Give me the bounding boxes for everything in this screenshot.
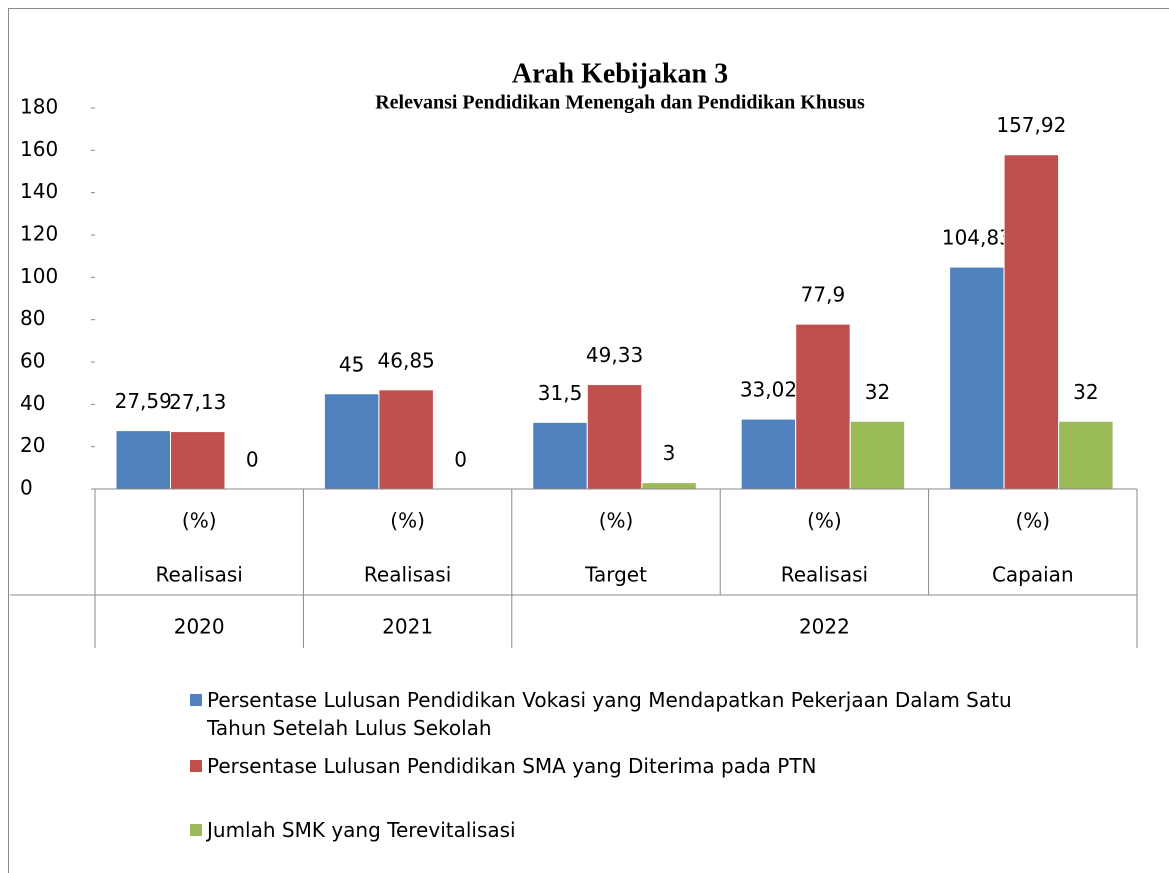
bar bbox=[1003, 154, 1060, 490]
data-label: 157,92 bbox=[996, 113, 1066, 137]
data-label: 45 bbox=[339, 352, 364, 376]
data-label: 49,33 bbox=[586, 343, 643, 367]
y-tick-label: 160 bbox=[20, 137, 58, 161]
y-tick-label: 0 bbox=[20, 476, 33, 500]
x-tick-label: (%) bbox=[1015, 509, 1050, 533]
data-label: 104,83 bbox=[942, 226, 1012, 250]
bar bbox=[323, 393, 380, 490]
legend-item: Persentase Lulusan Pendidikan Vokasi yan… bbox=[190, 686, 1030, 742]
y-tick-label: 80 bbox=[20, 306, 45, 330]
chart-frame bbox=[8, 8, 1169, 873]
data-label: 3 bbox=[663, 441, 676, 465]
legend: Persentase Lulusan Pendidikan Vokasi yan… bbox=[190, 686, 1030, 854]
bar bbox=[586, 384, 643, 490]
y-tick-label: 40 bbox=[20, 391, 45, 415]
chart-subtitle: Relevansi Pendidikan Menengah dan Pendid… bbox=[375, 92, 865, 114]
chart-title: Arah Kebijakan 3 bbox=[512, 58, 728, 89]
data-label: 32 bbox=[865, 380, 890, 404]
y-tick-label: 180 bbox=[20, 95, 58, 119]
data-label: 33,02 bbox=[740, 378, 797, 402]
x-tick-label: (%) bbox=[807, 509, 842, 533]
x-category-label: Realisasi bbox=[156, 563, 243, 587]
legend-swatch bbox=[190, 824, 202, 836]
data-label: 27,59 bbox=[115, 389, 172, 413]
data-label: 0 bbox=[454, 448, 467, 472]
data-label: 27,13 bbox=[169, 390, 226, 414]
data-label: 46,85 bbox=[378, 348, 435, 372]
data-label: 32 bbox=[1073, 380, 1098, 404]
bar bbox=[532, 421, 588, 490]
legend-swatch bbox=[190, 760, 202, 772]
legend-label: Jumlah SMK yang Terevitalisasi bbox=[207, 818, 516, 842]
x-tick-label: (%) bbox=[182, 509, 217, 533]
bar bbox=[740, 418, 797, 490]
bar bbox=[795, 323, 851, 490]
bar bbox=[170, 431, 226, 490]
bar bbox=[641, 482, 697, 490]
y-tick-label: 20 bbox=[20, 433, 45, 457]
bar bbox=[949, 266, 1005, 490]
data-label: 0 bbox=[246, 448, 259, 472]
bar bbox=[115, 430, 171, 490]
bar bbox=[1058, 420, 1114, 490]
data-label: 77,9 bbox=[801, 283, 846, 307]
x-group-label: 2022 bbox=[799, 615, 850, 639]
x-category-label: Realisasi bbox=[364, 563, 451, 587]
x-category-label: Target bbox=[584, 563, 647, 587]
bar bbox=[849, 420, 906, 490]
legend-item: Persentase Lulusan Pendidikan SMA yang D… bbox=[190, 752, 1030, 780]
x-group-label: 2021 bbox=[382, 615, 433, 639]
bar bbox=[378, 389, 434, 490]
legend-swatch bbox=[190, 694, 202, 706]
legend-item: Jumlah SMK yang Terevitalisasi bbox=[190, 816, 1030, 844]
y-tick-label: 140 bbox=[20, 179, 58, 203]
y-tick-label: 100 bbox=[20, 264, 58, 288]
y-tick-label: 60 bbox=[20, 349, 45, 373]
x-category-label: Realisasi bbox=[781, 563, 868, 587]
legend-label: Persentase Lulusan Pendidikan Vokasi yan… bbox=[207, 688, 1012, 740]
x-category-label: Capaian bbox=[992, 563, 1074, 587]
legend-label: Persentase Lulusan Pendidikan SMA yang D… bbox=[207, 754, 817, 778]
x-tick-label: (%) bbox=[599, 509, 634, 533]
y-tick-label: 120 bbox=[20, 222, 58, 246]
data-label: 31,5 bbox=[538, 381, 583, 405]
x-group-label: 2020 bbox=[174, 615, 225, 639]
x-tick-label: (%) bbox=[390, 509, 425, 533]
